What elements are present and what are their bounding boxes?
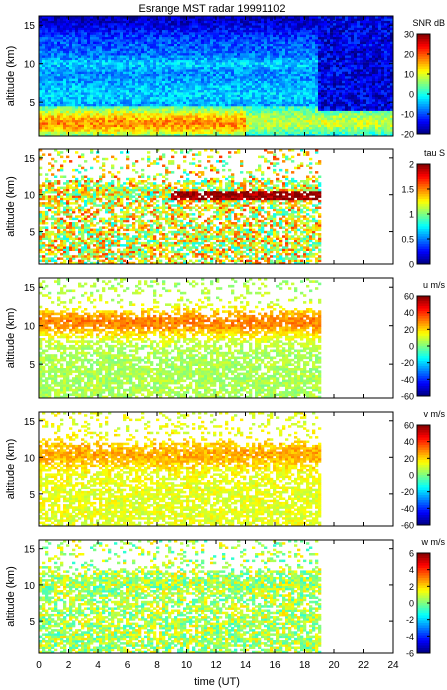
colorbar-tick-label: 1.5 (401, 185, 414, 195)
colorbar-label: v m/s (424, 409, 446, 419)
heatmap-image (39, 16, 394, 137)
panel-1: 5 10 15 altitude (km) 30 20 10 0 -10 -20 SNR dB (5, 15, 445, 140)
panel-2: 5 10 15 altitude (km) 2 1.5 1 0.5 0 tau S (5, 148, 445, 270)
colorbar-tick-label: -20 (401, 130, 414, 140)
y-tick-label: 15 (24, 154, 36, 165)
y-tick-label: 5 (29, 228, 35, 239)
y-tick-label: 10 (24, 453, 36, 464)
x-tick-label: 0 (36, 660, 42, 671)
colorbar-label: u m/s (423, 280, 446, 290)
colorbar-tick-label: -2 (406, 615, 414, 625)
x-tick-label: 8 (154, 660, 160, 671)
y-tick-label: 10 (24, 581, 36, 592)
x-tick-label: 14 (240, 660, 252, 671)
y-tick-label: 10 (24, 322, 36, 333)
y-tick-label: 5 (29, 360, 35, 371)
x-tick-label: 12 (210, 660, 222, 671)
y-tick-label: 5 (29, 617, 35, 628)
y-tick-label: 15 (24, 283, 36, 294)
y-tick-label: 15 (24, 417, 36, 428)
figure-title: Esrange MST radar 19991102 (139, 3, 286, 15)
colorbar-tick-label: 40 (404, 437, 414, 447)
y-axis-label: altitude (km) (5, 439, 17, 500)
colorbar-tick-label: 20 (404, 325, 414, 335)
x-tick-label: 24 (387, 660, 399, 671)
colorbar-tick-label: 20 (404, 50, 414, 60)
y-axis-label: altitude (km) (5, 308, 17, 369)
colorbar-tick-label: -40 (401, 375, 414, 385)
x-tick-label: 16 (269, 660, 281, 671)
y-tick-label: 15 (24, 21, 36, 32)
colorbar-tick-label: 60 (404, 421, 414, 431)
colorbar-tick-label: -60 (401, 521, 414, 531)
x-tick-label: 2 (66, 660, 72, 671)
colorbar-tick-label: 1 (409, 210, 414, 220)
y-axis-label: altitude (km) (5, 566, 17, 627)
heatmap-image (39, 149, 322, 265)
colorbar-tick-label: -20 (401, 358, 414, 368)
colorbar: 30 20 10 0 -10 -20 SNR dB (401, 18, 445, 140)
colorbar-tick-label: 0 (409, 260, 414, 270)
x-tick-label: 10 (181, 660, 193, 671)
y-tick-label: 5 (29, 98, 35, 109)
x-tick-label: 6 (125, 660, 131, 671)
colorbar: 6 4 2 0 -2 -4 -6 w m/s (406, 537, 446, 659)
colorbar-tick-label: 2 (409, 582, 414, 592)
panel-3: 5 10 15 altitude (km) 60 40 20 0 -20 -40 -60 u m/s (5, 277, 446, 402)
y-tick-label: 10 (24, 191, 36, 202)
colorbar-tick-label: -20 (401, 487, 414, 497)
colorbar-tick-label: 30 (404, 30, 414, 40)
colorbar: 60 40 20 0 -20 -40 -60 u m/s (401, 280, 446, 402)
colorbar-tick-label: 2 (409, 160, 414, 170)
y-tick-label: 5 (29, 490, 35, 501)
heatmap-image (39, 412, 322, 527)
colorbar-tick-label: -4 (406, 632, 414, 642)
y-axis-label: altitude (km) (5, 46, 17, 107)
colorbar-tick-label: -10 (401, 110, 414, 120)
heatmap-image (39, 278, 322, 399)
colorbar-tick-label: 10 (404, 70, 414, 80)
y-tick-label: 10 (24, 60, 36, 71)
x-tick-label: 22 (358, 660, 370, 671)
colorbar-tick-label: 40 (404, 308, 414, 318)
colorbar: 60 40 20 0 -20 -40 -60 v m/s (401, 409, 446, 531)
colorbar-tick-label: 0 (409, 599, 414, 609)
x-tick-label: 20 (328, 660, 340, 671)
colorbar-label: w m/s (421, 537, 446, 547)
colorbar-tick-label: -40 (401, 504, 414, 514)
colorbar-tick-label: 4 (409, 565, 414, 575)
colorbar: 2 1.5 1 0.5 0 tau S (401, 148, 445, 270)
colorbar-tick-label: 60 (404, 292, 414, 302)
colorbar-tick-label: 0 (409, 90, 414, 100)
x-tick-label: 4 (95, 660, 101, 671)
y-axis-label: altitude (km) (5, 176, 17, 237)
colorbar-tick-label: -6 (406, 649, 414, 659)
x-axis-label: time (UT) (194, 676, 240, 688)
y-tick-label: 15 (24, 545, 36, 556)
colorbar-tick-label: 0.5 (401, 235, 414, 245)
colorbar-tick-label: 6 (409, 549, 414, 559)
heatmap-image (39, 540, 322, 654)
colorbar-tick-label: -60 (401, 392, 414, 402)
panel-4: 5 10 15 altitude (km) 60 40 20 0 -20 -40 -60 v m/s (5, 409, 445, 531)
x-tick-label: 18 (299, 660, 311, 671)
colorbar-tick-label: 0 (409, 342, 414, 352)
colorbar-label: SNR dB (412, 18, 445, 28)
colorbar-tick-label: 0 (409, 471, 414, 481)
colorbar-label: tau S (424, 148, 445, 158)
colorbar-tick-label: 20 (404, 454, 414, 464)
